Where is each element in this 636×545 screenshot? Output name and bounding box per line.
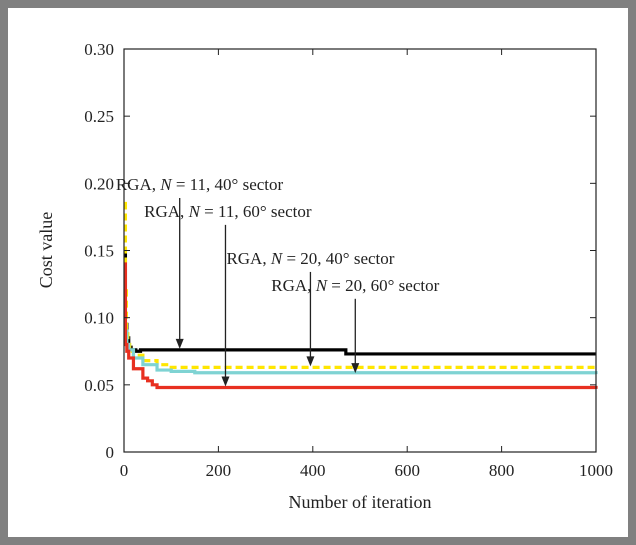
y-tick-label: 0 <box>106 443 115 462</box>
annotation-prefix: RGA, <box>144 202 188 221</box>
annotation-variable: N <box>159 175 173 194</box>
y-tick-label: 0.25 <box>84 107 114 126</box>
y-tick-label: 0.10 <box>84 309 114 328</box>
x-tick-label: 400 <box>300 461 326 480</box>
annotation-variable: N <box>188 202 202 221</box>
annotation-prefix: RGA, <box>116 175 160 194</box>
y-tick-label: 0.30 <box>84 40 114 59</box>
annotation-label-1: RGA, N = 11, 40° sector <box>116 175 284 194</box>
annotation-label-2: RGA, N = 11, 60° sector <box>144 202 312 221</box>
annotation-suffix: = 11, 40° sector <box>172 175 284 194</box>
annotation-variable: N <box>315 276 329 295</box>
x-tick-label: 600 <box>394 461 420 480</box>
y-tick-label: 0.05 <box>84 376 114 395</box>
annotation-suffix: = 11, 60° sector <box>200 202 312 221</box>
annotation-arrowhead-2 <box>221 376 230 387</box>
series-line-4 <box>123 262 598 390</box>
annotation-arrowhead-1 <box>175 338 184 349</box>
x-tick-label: 800 <box>489 461 515 480</box>
x-axis-label: Number of iteration <box>289 492 432 512</box>
annotation-suffix: = 20, 60° sector <box>327 276 440 295</box>
series-layer <box>123 201 598 390</box>
annotation-label-3: RGA, N = 20, 40° sector <box>226 249 394 268</box>
y-tick-label: 0.20 <box>84 174 114 193</box>
annotation-variable: N <box>270 249 284 268</box>
y-tick-label: 0.15 <box>84 242 114 261</box>
annotation-arrowhead-4 <box>351 363 360 374</box>
tick-layer: 0 200 400 600 800 1000 0 0.05 0.10 0.15 0.20 0.25 0.… <box>84 40 613 480</box>
y-axis-label: Cost value <box>36 212 56 289</box>
annotation-prefix: RGA, <box>271 276 315 295</box>
annotation-label-4: RGA, N = 20, 60° sector <box>271 276 439 295</box>
x-tick-label: 0 <box>120 461 129 480</box>
annotation-arrowhead-3 <box>306 356 315 367</box>
x-tick-label: 1000 <box>579 461 613 480</box>
x-tick-label: 200 <box>206 461 232 480</box>
annotation-suffix: = 20, 40° sector <box>282 249 395 268</box>
annotation-prefix: RGA, <box>226 249 270 268</box>
